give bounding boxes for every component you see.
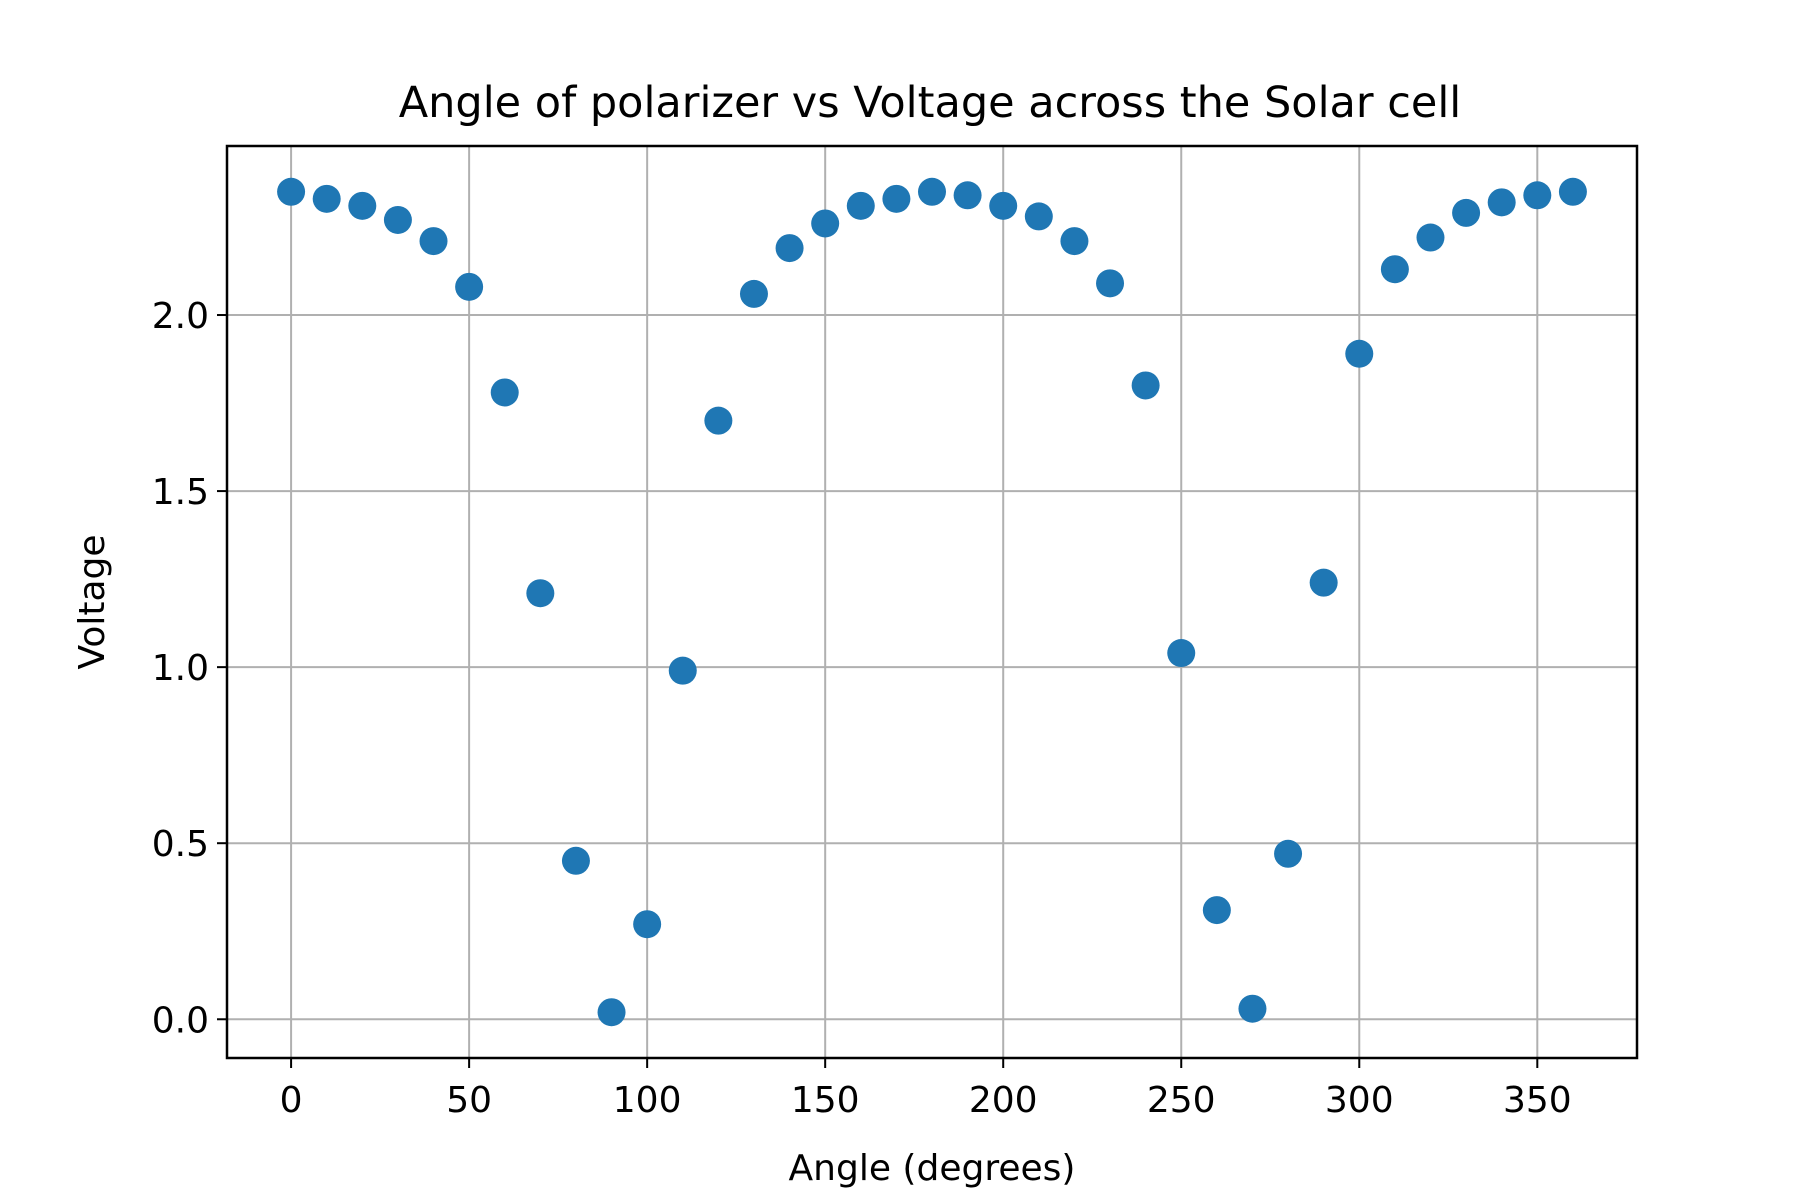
data-point (1380, 255, 1409, 284)
data-point (1131, 371, 1160, 400)
data-point (1309, 568, 1338, 597)
data-point (1487, 188, 1516, 217)
x-tick-label: 0 (280, 1080, 303, 1121)
data-point (561, 846, 590, 875)
x-tick-label: 150 (791, 1080, 860, 1121)
y-tick-label: 0.0 (152, 1000, 209, 1041)
data-point (846, 191, 875, 220)
data-point (490, 378, 519, 407)
data-point (526, 579, 555, 608)
data-point (1202, 896, 1231, 925)
data-point (775, 234, 804, 263)
y-tick-label: 0.5 (152, 824, 209, 865)
data-point (668, 656, 697, 685)
data-point (1167, 639, 1196, 668)
data-point (1024, 202, 1053, 231)
y-axis-label: Voltage (72, 534, 113, 669)
y-tick-label: 1.5 (152, 472, 209, 513)
data-point (811, 209, 840, 238)
data-point (383, 205, 412, 234)
data-point (1416, 223, 1445, 252)
data-point (597, 998, 626, 1027)
data-point (953, 181, 982, 210)
data-point (419, 227, 448, 256)
data-point (1096, 269, 1125, 298)
data-point (1274, 839, 1303, 868)
data-point (633, 910, 662, 939)
data-point (918, 177, 946, 206)
data-point (348, 191, 377, 220)
data-point (1345, 339, 1374, 368)
x-tick-label: 200 (969, 1080, 1038, 1121)
x-tick-label: 300 (1325, 1080, 1394, 1121)
grid-lines (227, 146, 1637, 1058)
data-point (704, 406, 733, 435)
data-point (1060, 227, 1089, 256)
x-tick-label: 250 (1147, 1080, 1216, 1121)
data-point (989, 191, 1018, 220)
y-tick-label: 2.0 (152, 296, 209, 337)
data-point (312, 184, 341, 213)
data-point (455, 272, 484, 301)
plot-frame (225, 144, 1639, 1060)
data-point (739, 279, 768, 308)
axis-ticks: 0 50 100 150 200 250 300 350 0.0 0.5 1.0 1.5 2.0 (152, 296, 1572, 1121)
data-point (882, 184, 911, 213)
data-point (1558, 177, 1587, 206)
x-tick-label: 350 (1503, 1080, 1572, 1121)
data-point (277, 177, 306, 206)
x-axis-label: Angle (degrees) (789, 1148, 1076, 1189)
data-point (1238, 994, 1267, 1023)
data-points (277, 177, 1587, 1027)
data-point (1523, 181, 1552, 210)
x-tick-label: 50 (446, 1080, 492, 1121)
chart-title: Angle of polarizer vs Voltage across the… (399, 78, 1462, 128)
x-tick-label: 100 (613, 1080, 682, 1121)
y-tick-label: 1.0 (152, 648, 209, 689)
data-point (1452, 198, 1481, 227)
